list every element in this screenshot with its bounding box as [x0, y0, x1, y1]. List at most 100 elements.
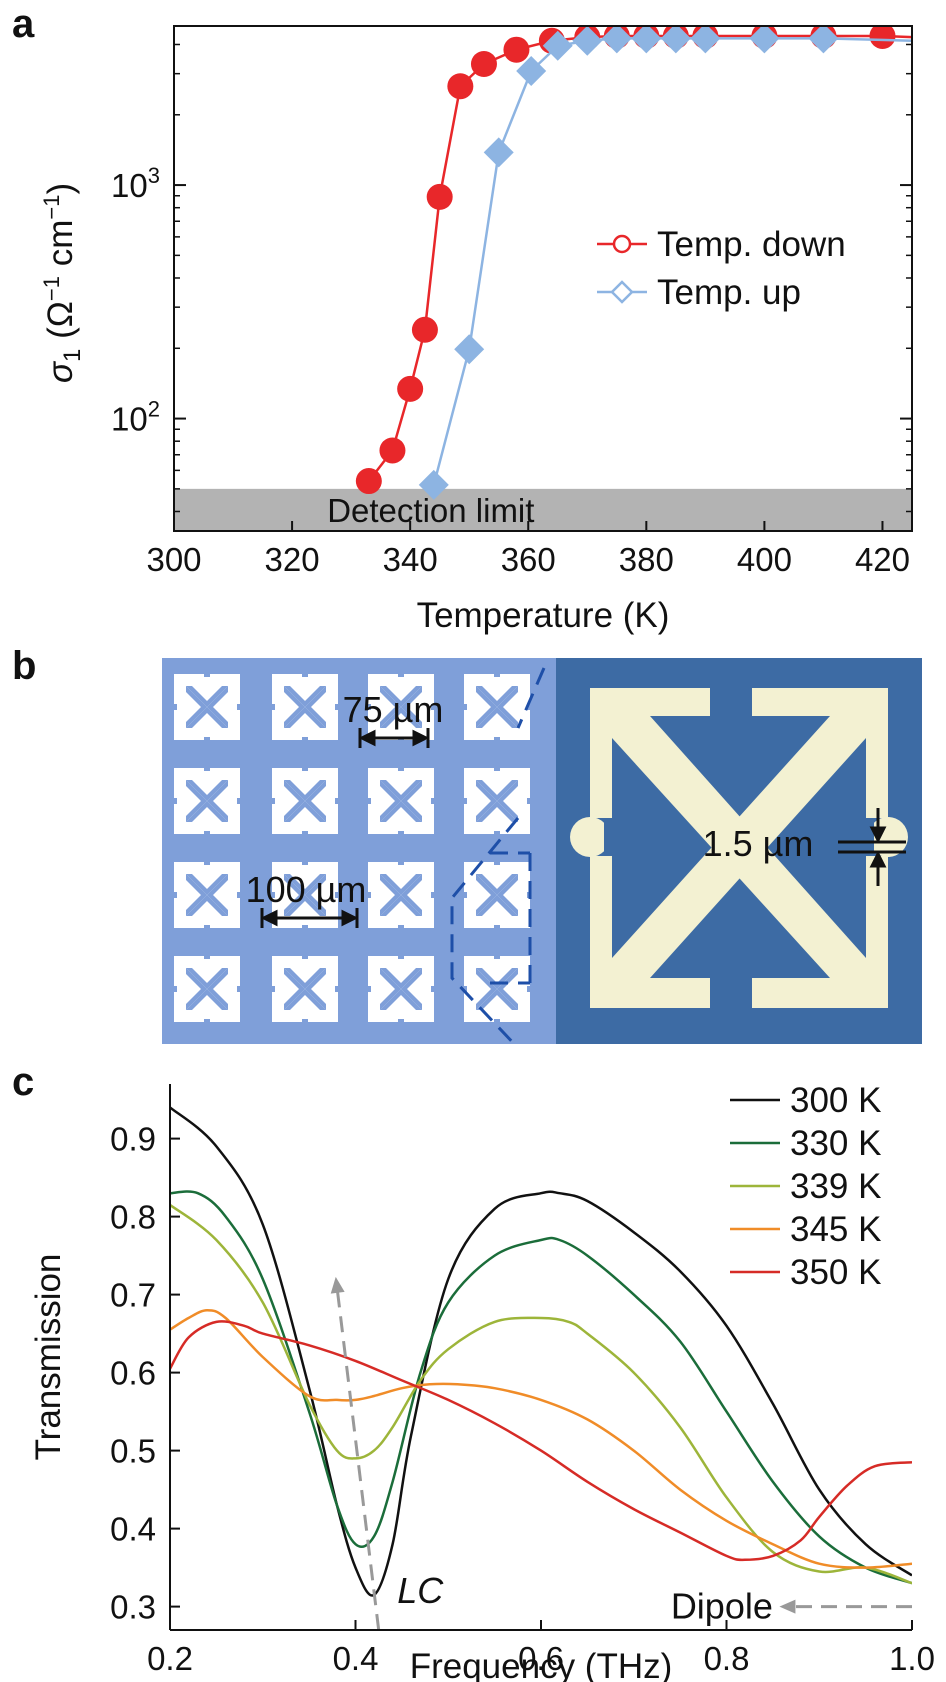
zoom-guide-lines	[450, 667, 546, 1044]
chart-a-series	[355, 26, 912, 500]
srr-cell	[462, 860, 532, 930]
data-point-temp-up	[572, 26, 603, 56]
x-tick-label: 1.0	[889, 1640, 935, 1677]
chart-a-legend: Temp. down Temp. up	[597, 225, 846, 312]
panel-b-micrograph: 75 µm 100 µm 1.5 µm	[162, 658, 922, 1044]
data-point-temp-up	[690, 26, 721, 54]
series-line-350-k	[170, 1320, 912, 1562]
legend-label: 345 K	[790, 1210, 881, 1249]
data-point-temp-down	[397, 375, 424, 402]
detection-limit-band	[174, 488, 912, 531]
scale-label-1-5: 1.5 µm	[703, 823, 814, 864]
panel-a-letter: a	[12, 2, 35, 46]
data-point-temp-up	[418, 469, 449, 500]
legend-label: Temp. up	[657, 273, 801, 312]
scale-label-75: 75 µm	[343, 689, 444, 730]
chart-c-y-ticks: 0.3 0.4 0.5 0.6 0.7 0.8 0.9	[110, 1121, 180, 1626]
chart-c-transmission: LC Dipole 0.2 0.4 0.6 0.8 1.0 0.30.40.50.60.…	[29, 1081, 935, 1682]
srr-cell	[172, 860, 242, 930]
chart-a-y-label: σ1 (Ω−1 cm−1)	[39, 183, 86, 383]
legend-label: 350 K	[790, 1253, 881, 1292]
panel-c-letter: c	[12, 1060, 35, 1104]
y-tick-label: 0.6	[110, 1355, 156, 1392]
x-tick-label: 400	[737, 541, 792, 578]
y-tick-label: 0.3	[110, 1589, 156, 1626]
data-point-temp-down	[503, 36, 530, 63]
srr-cell	[366, 954, 436, 1024]
chart-a-x-label: Temperature (K)	[417, 596, 670, 635]
data-point-temp-down	[470, 50, 497, 77]
data-point-temp-up	[542, 30, 573, 61]
chart-c-x-label: Frequency (THz)	[410, 1647, 673, 1682]
legend-label: 339 K	[790, 1167, 881, 1206]
detection-limit-label: Detection limit	[327, 492, 534, 529]
srr-cell	[366, 860, 436, 930]
data-point-temp-up	[601, 26, 632, 54]
svg-text:σ1 (Ω−1 cm−1): σ1 (Ω−1 cm−1)	[39, 183, 86, 383]
data-point-temp-down	[379, 437, 406, 464]
zoom-box	[490, 851, 532, 985]
x-tick-label: 0.8	[704, 1640, 750, 1677]
series-line-345-k	[170, 1308, 912, 1569]
x-tick-label: 420	[855, 541, 910, 578]
chart-a-y-ticks: 103 102	[111, 43, 912, 513]
data-point-temp-down	[411, 316, 438, 343]
data-point-temp-up	[454, 334, 485, 365]
x-tick-label: 380	[619, 541, 674, 578]
srr-cell	[270, 766, 340, 836]
legend-label: 300 K	[790, 1081, 881, 1120]
dipole-arrow-head	[779, 1599, 796, 1614]
chart-c-legend: 300 K 330 K 339 K 345 K 350 K	[730, 1081, 881, 1292]
legend-marker-diamond	[610, 280, 634, 304]
srr-cell	[172, 766, 242, 836]
x-tick-label: 0.2	[147, 1640, 193, 1677]
series-line-339-k	[170, 1203, 912, 1585]
y-tick-label: 102	[111, 397, 160, 438]
x-tick-label: 340	[383, 541, 438, 578]
chart-c-y-label: Transmission	[29, 1254, 68, 1461]
data-point-temp-up	[749, 26, 780, 54]
y-tick-label: 0.8	[110, 1199, 156, 1236]
srr-cell	[270, 954, 340, 1024]
srr-cell	[366, 766, 436, 836]
chart-a-frame	[173, 25, 913, 532]
srr-cell	[462, 954, 532, 1024]
legend-label: Temp. down	[657, 225, 846, 264]
series-line-300-k	[170, 1106, 912, 1597]
y-tick-label: 0.7	[110, 1277, 156, 1314]
srr-cell	[172, 672, 242, 742]
chart-a-x-ticks: 300 320 340 360 380 400 420	[146, 521, 910, 578]
data-point-temp-up	[808, 26, 839, 54]
srr-cell	[172, 954, 242, 1024]
series-line-330-k	[170, 1190, 912, 1585]
x-tick-label: 360	[501, 541, 556, 578]
lc-arrow-head	[330, 1276, 345, 1294]
data-point-temp-up	[631, 26, 662, 54]
data-point-temp-down	[426, 183, 453, 210]
x-tick-label: 320	[265, 541, 320, 578]
x-tick-label: 300	[146, 541, 201, 578]
srr-zoom-resonator	[570, 682, 908, 1014]
data-point-temp-up	[516, 55, 547, 86]
x-tick-label: 0.6	[518, 1640, 564, 1677]
legend-marker-circle	[612, 234, 632, 254]
scale-bar-100	[260, 908, 359, 928]
data-point-temp-up	[483, 137, 514, 168]
dipole-mode-label: Dipole	[671, 1586, 773, 1627]
chart-c-x-ticks: 0.2 0.4 0.6 0.8 1.0	[147, 1620, 935, 1677]
panel-b-letter: b	[12, 644, 37, 688]
y-tick-label: 0.9	[110, 1121, 156, 1158]
lc-shift-arrow	[335, 1286, 381, 1631]
y-tick-label: 103	[111, 163, 160, 204]
scale-label-100: 100 µm	[246, 869, 367, 910]
data-point-temp-down	[447, 73, 474, 100]
scale-bar-75	[358, 728, 430, 748]
srr-cell	[462, 766, 532, 836]
gap-width-marker	[838, 808, 906, 886]
y-tick-label: 0.5	[110, 1433, 156, 1470]
chart-a-conductivity: Detection limit 300 320 340 360 380 400 420 10…	[39, 25, 913, 635]
data-point-temp-up	[660, 26, 691, 54]
srr-cell	[270, 672, 340, 742]
legend-label: 330 K	[790, 1124, 881, 1163]
x-tick-label: 0.4	[333, 1640, 379, 1677]
